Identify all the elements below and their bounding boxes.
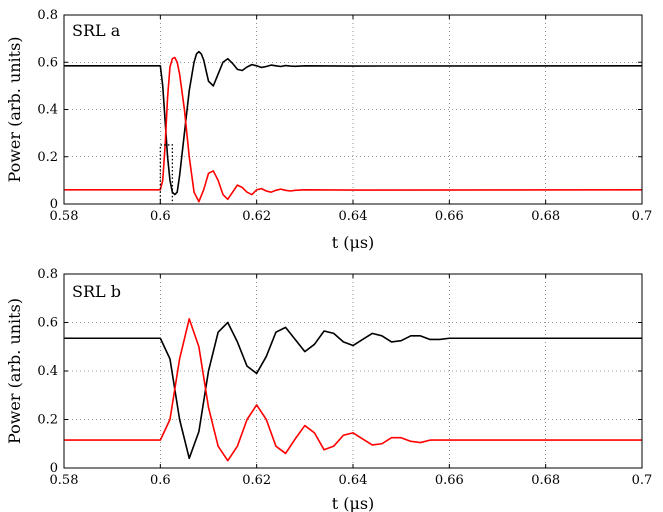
black-series-line <box>64 50 643 196</box>
x-tick-label: 0.58 <box>50 209 79 224</box>
panel-label: SRL b <box>72 282 121 301</box>
y-axis-label: Power (arb. units) <box>5 36 24 182</box>
x-tick-label: 0.62 <box>242 209 271 224</box>
y-tick-label: 0 <box>50 461 58 476</box>
y-tick-label: 0.4 <box>37 364 58 379</box>
y-axis-label: Power (arb. units) <box>5 298 24 444</box>
x-tick-label: 0.6 <box>150 209 171 224</box>
dotted-marker-box <box>159 144 174 204</box>
y-tick-label: 0 <box>50 197 58 212</box>
x-tick-label: 0.66 <box>435 473 464 488</box>
x-tick-label: 0.66 <box>435 209 464 224</box>
x-axis-label: t (μs) <box>332 233 375 252</box>
x-tick-label: 0.68 <box>531 209 560 224</box>
x-axis-label: t (μs) <box>332 494 375 512</box>
y-tick-label: 0.2 <box>37 150 58 165</box>
chart-panel-1: 0.58 0.6 0.62 0.64 0.66 0.68 0.7 0 0.2 0.4 0.6 0.8 S… <box>5 8 652 252</box>
panel-label: SRL a <box>72 21 121 40</box>
y-tick-label: 0.6 <box>37 55 58 70</box>
y-tick-label: 0.4 <box>37 103 58 118</box>
chart-panel-2: 0.58 0.6 0.62 0.64 0.66 0.68 0.7 0 0.2 0.4 0.6 0.8 S… <box>5 267 652 512</box>
y-tick-label: 0.8 <box>37 267 58 282</box>
y-tick-label: 0.6 <box>37 316 58 331</box>
x-tick-label: 0.64 <box>339 209 368 224</box>
x-tick-label: 0.58 <box>50 473 79 488</box>
x-tick-label: 0.7 <box>632 209 653 224</box>
plot-frame <box>63 273 643 469</box>
y-tick-label: 0.2 <box>37 413 58 428</box>
x-tick-label: 0.62 <box>242 473 271 488</box>
x-tick-label: 0.68 <box>531 473 560 488</box>
red-series-line <box>64 56 643 203</box>
x-tick-label: 0.7 <box>632 473 653 488</box>
x-tick-label: 0.6 <box>150 473 171 488</box>
plot-frame <box>63 14 643 205</box>
red-series-line <box>64 318 642 462</box>
x-tick-label: 0.64 <box>339 473 368 488</box>
y-tick-label: 0.8 <box>37 8 58 23</box>
